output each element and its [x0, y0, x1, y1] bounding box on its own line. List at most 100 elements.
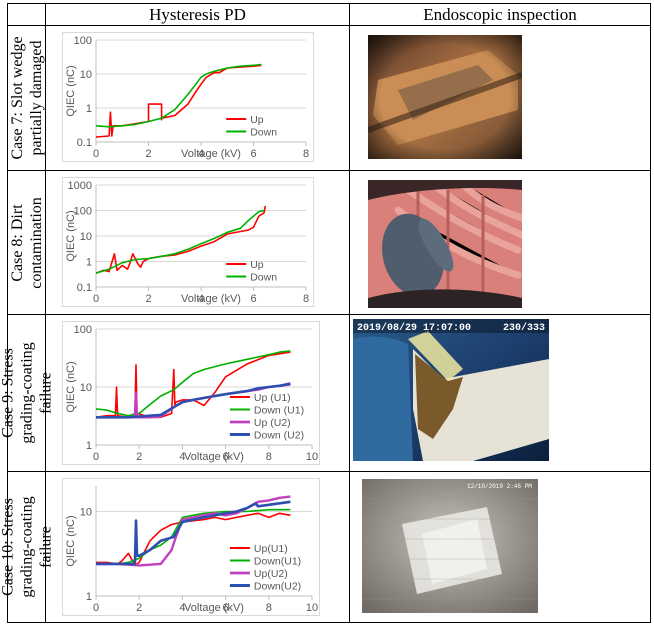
x-tick-label: 6	[223, 451, 229, 463]
case-7-endoscope-photo	[368, 35, 522, 160]
case-8-plot-cell: 0.1 1 10 100 1000 0 2 4 6 8 Voltage (kV) QIEC (nC) U…	[45, 169, 350, 316]
case-8-label: Case 8: Dirt contamination	[8, 196, 45, 289]
legend-label: Down (U2)	[254, 430, 304, 442]
legend-label: Up(U1)	[254, 543, 288, 555]
y-tick-label: 10	[80, 382, 92, 394]
x-tick-label: 2	[136, 602, 142, 614]
legend-label: Up	[250, 114, 264, 126]
chart-frame	[62, 176, 314, 307]
y-tick-label: 10	[80, 231, 92, 243]
svg-text:230/333: 230/333	[503, 322, 545, 334]
x-tick-label: 2	[145, 293, 151, 305]
x-tick-label: 0	[93, 451, 99, 463]
svg-text:12/10/2019 2:46 PM: 12/10/2019 2:46 PM	[467, 483, 532, 490]
series-line-down-u1-	[95, 350, 291, 417]
case-8-label-cell: Case 8: Dirt contamination	[7, 169, 46, 316]
case-9-plot-cell: 1 10 100 0 2 4 6 8 10 Voltage (kV) QIEC (nC) Up (U1…	[45, 314, 350, 473]
case-8-endoscope-photo	[368, 179, 522, 308]
y-tick-label: 10	[80, 69, 92, 81]
chart-frame	[62, 32, 314, 163]
y-axis-title: QIEC (nC)	[65, 362, 77, 413]
x-tick-label: 6	[250, 293, 256, 305]
x-tick-label: 6	[250, 148, 256, 160]
case-9-photo-cell: 2019/08/29 17:07:00 230/333	[349, 314, 651, 473]
case-7-photo-cell	[349, 25, 651, 171]
series-line-up-u2-	[96, 495, 291, 567]
y-tick-label: 10	[80, 507, 92, 519]
legend-label: Down	[250, 271, 277, 283]
case-9-label-cell: Case 9: Stress grading-coating failure	[0, 314, 54, 473]
x-tick-label: 4	[198, 148, 204, 160]
y-tick-label: 100	[74, 205, 92, 217]
y-tick-label: 1	[86, 256, 92, 268]
y-tick-label: 1	[86, 440, 92, 452]
case-8-hysteresis-chart: 0.1 1 10 100 1000 0 2 4 6 8 Voltage (kV) QIEC (nC) U…	[62, 176, 314, 307]
series-line-down-u2-	[96, 500, 291, 566]
series-line-up-u1-	[95, 351, 291, 419]
x-tick-label: 4	[179, 602, 185, 614]
case-10-photo-cell: 12/10/2019 2:46 PM	[349, 471, 651, 623]
x-tick-label: 0	[93, 148, 99, 160]
y-tick-label: 1000	[68, 180, 92, 192]
row-case-10: Case 10: Stress grading-coating failure 1 1…	[0, 471, 651, 623]
legend-label: Down (U1)	[254, 405, 304, 417]
x-tick-label: 2	[145, 148, 151, 160]
series-line-down	[95, 63, 262, 128]
case-10-endoscope-photo: 12/10/2019 2:46 PM	[362, 479, 538, 614]
x-tick-label: 0	[93, 293, 99, 305]
y-tick-label: 100	[74, 35, 92, 47]
row-case-9: Case 9: Stress grading-coating failure 1 10…	[0, 314, 651, 473]
legend-label: Up(U2)	[254, 568, 288, 580]
x-tick-label: 6	[223, 602, 229, 614]
legend-label: Up (U1)	[254, 392, 291, 404]
x-tick-label: 4	[198, 293, 204, 305]
legend-label: Down(U2)	[254, 581, 301, 593]
legend-label: Up (U2)	[254, 417, 291, 429]
series-line-down	[95, 209, 265, 274]
x-tick-label: 0	[93, 602, 99, 614]
y-tick-label: 0.1	[77, 137, 92, 149]
case-9-hysteresis-chart: 1 10 100 0 2 4 6 8 10 Voltage (kV) QIEC (nC) Up (U1…	[62, 321, 320, 466]
header-case	[7, 2, 46, 27]
case-7-label: Case 7: Slot wedge partially damaged	[8, 36, 45, 160]
header-endoscopic: Endoscopic inspection	[349, 2, 651, 27]
y-tick-label: 100	[74, 324, 92, 336]
case-7-plot-cell: 0.1 1 10 100 0 2 4 6 8 Voltage (kV) QIEC (nC) Up Dow…	[45, 25, 350, 171]
legend-label: Up	[250, 259, 264, 271]
case-9-endoscope-photo: 2019/08/29 17:07:00 230/333	[353, 319, 549, 462]
x-tick-label: 2	[136, 451, 142, 463]
x-axis-title: Voltage (kV)	[181, 293, 241, 305]
x-axis-title: Voltage (kV)	[184, 602, 244, 614]
x-axis-title: Voltage (kV)	[184, 451, 244, 463]
case-7-hysteresis-chart: 0.1 1 10 100 0 2 4 6 8 Voltage (kV) QIEC (nC) UpDow…	[62, 32, 314, 163]
y-axis-title: QIEC (nC)	[65, 516, 77, 567]
svg-text:2019/08/29 17:07:00: 2019/08/29 17:07:00	[357, 322, 471, 334]
header-hysteresis-pd: Hysteresis PD	[45, 2, 350, 27]
x-tick-label: 8	[303, 293, 309, 305]
y-axis-title: QIEC (nC)	[65, 210, 77, 261]
series-line-down-u2-	[96, 382, 291, 420]
series-line-up-u1-	[96, 512, 291, 567]
x-tick-label: 8	[266, 602, 272, 614]
x-tick-label: 10	[306, 451, 318, 463]
case-8-photo-cell	[349, 169, 651, 316]
x-tick-label: 4	[179, 451, 185, 463]
legend-label: Down(U1)	[254, 556, 301, 568]
chart-frame	[62, 478, 320, 617]
chart-frame	[62, 321, 320, 466]
x-tick-label: 10	[306, 602, 318, 614]
case-7-label-cell: Case 7: Slot wedge partially damaged	[7, 25, 46, 171]
y-tick-label: 1	[86, 103, 92, 115]
x-tick-label: 8	[303, 148, 309, 160]
header-row: Hysteresis PD Endoscopic inspection	[7, 2, 651, 27]
x-axis-title: Voltage (kV)	[181, 148, 241, 160]
x-tick-label: 8	[266, 451, 272, 463]
case-10-label-cell: Case 10: Stress grading-coating failure	[0, 471, 54, 623]
row-case-8: Case 8: Dirt contamination 0.1 1 10 100 1000 0…	[7, 169, 651, 316]
case-10-plot-cell: 1 10 0 2 4 6 8 10 Voltage (kV) QIEC (nC) Up(U1) Dow…	[45, 471, 350, 623]
y-axis-title: QIEC (nC)	[65, 65, 77, 116]
y-tick-label: 0.1	[77, 282, 92, 294]
row-case-7: Case 7: Slot wedge partially damaged 0.1 1…	[7, 25, 651, 171]
